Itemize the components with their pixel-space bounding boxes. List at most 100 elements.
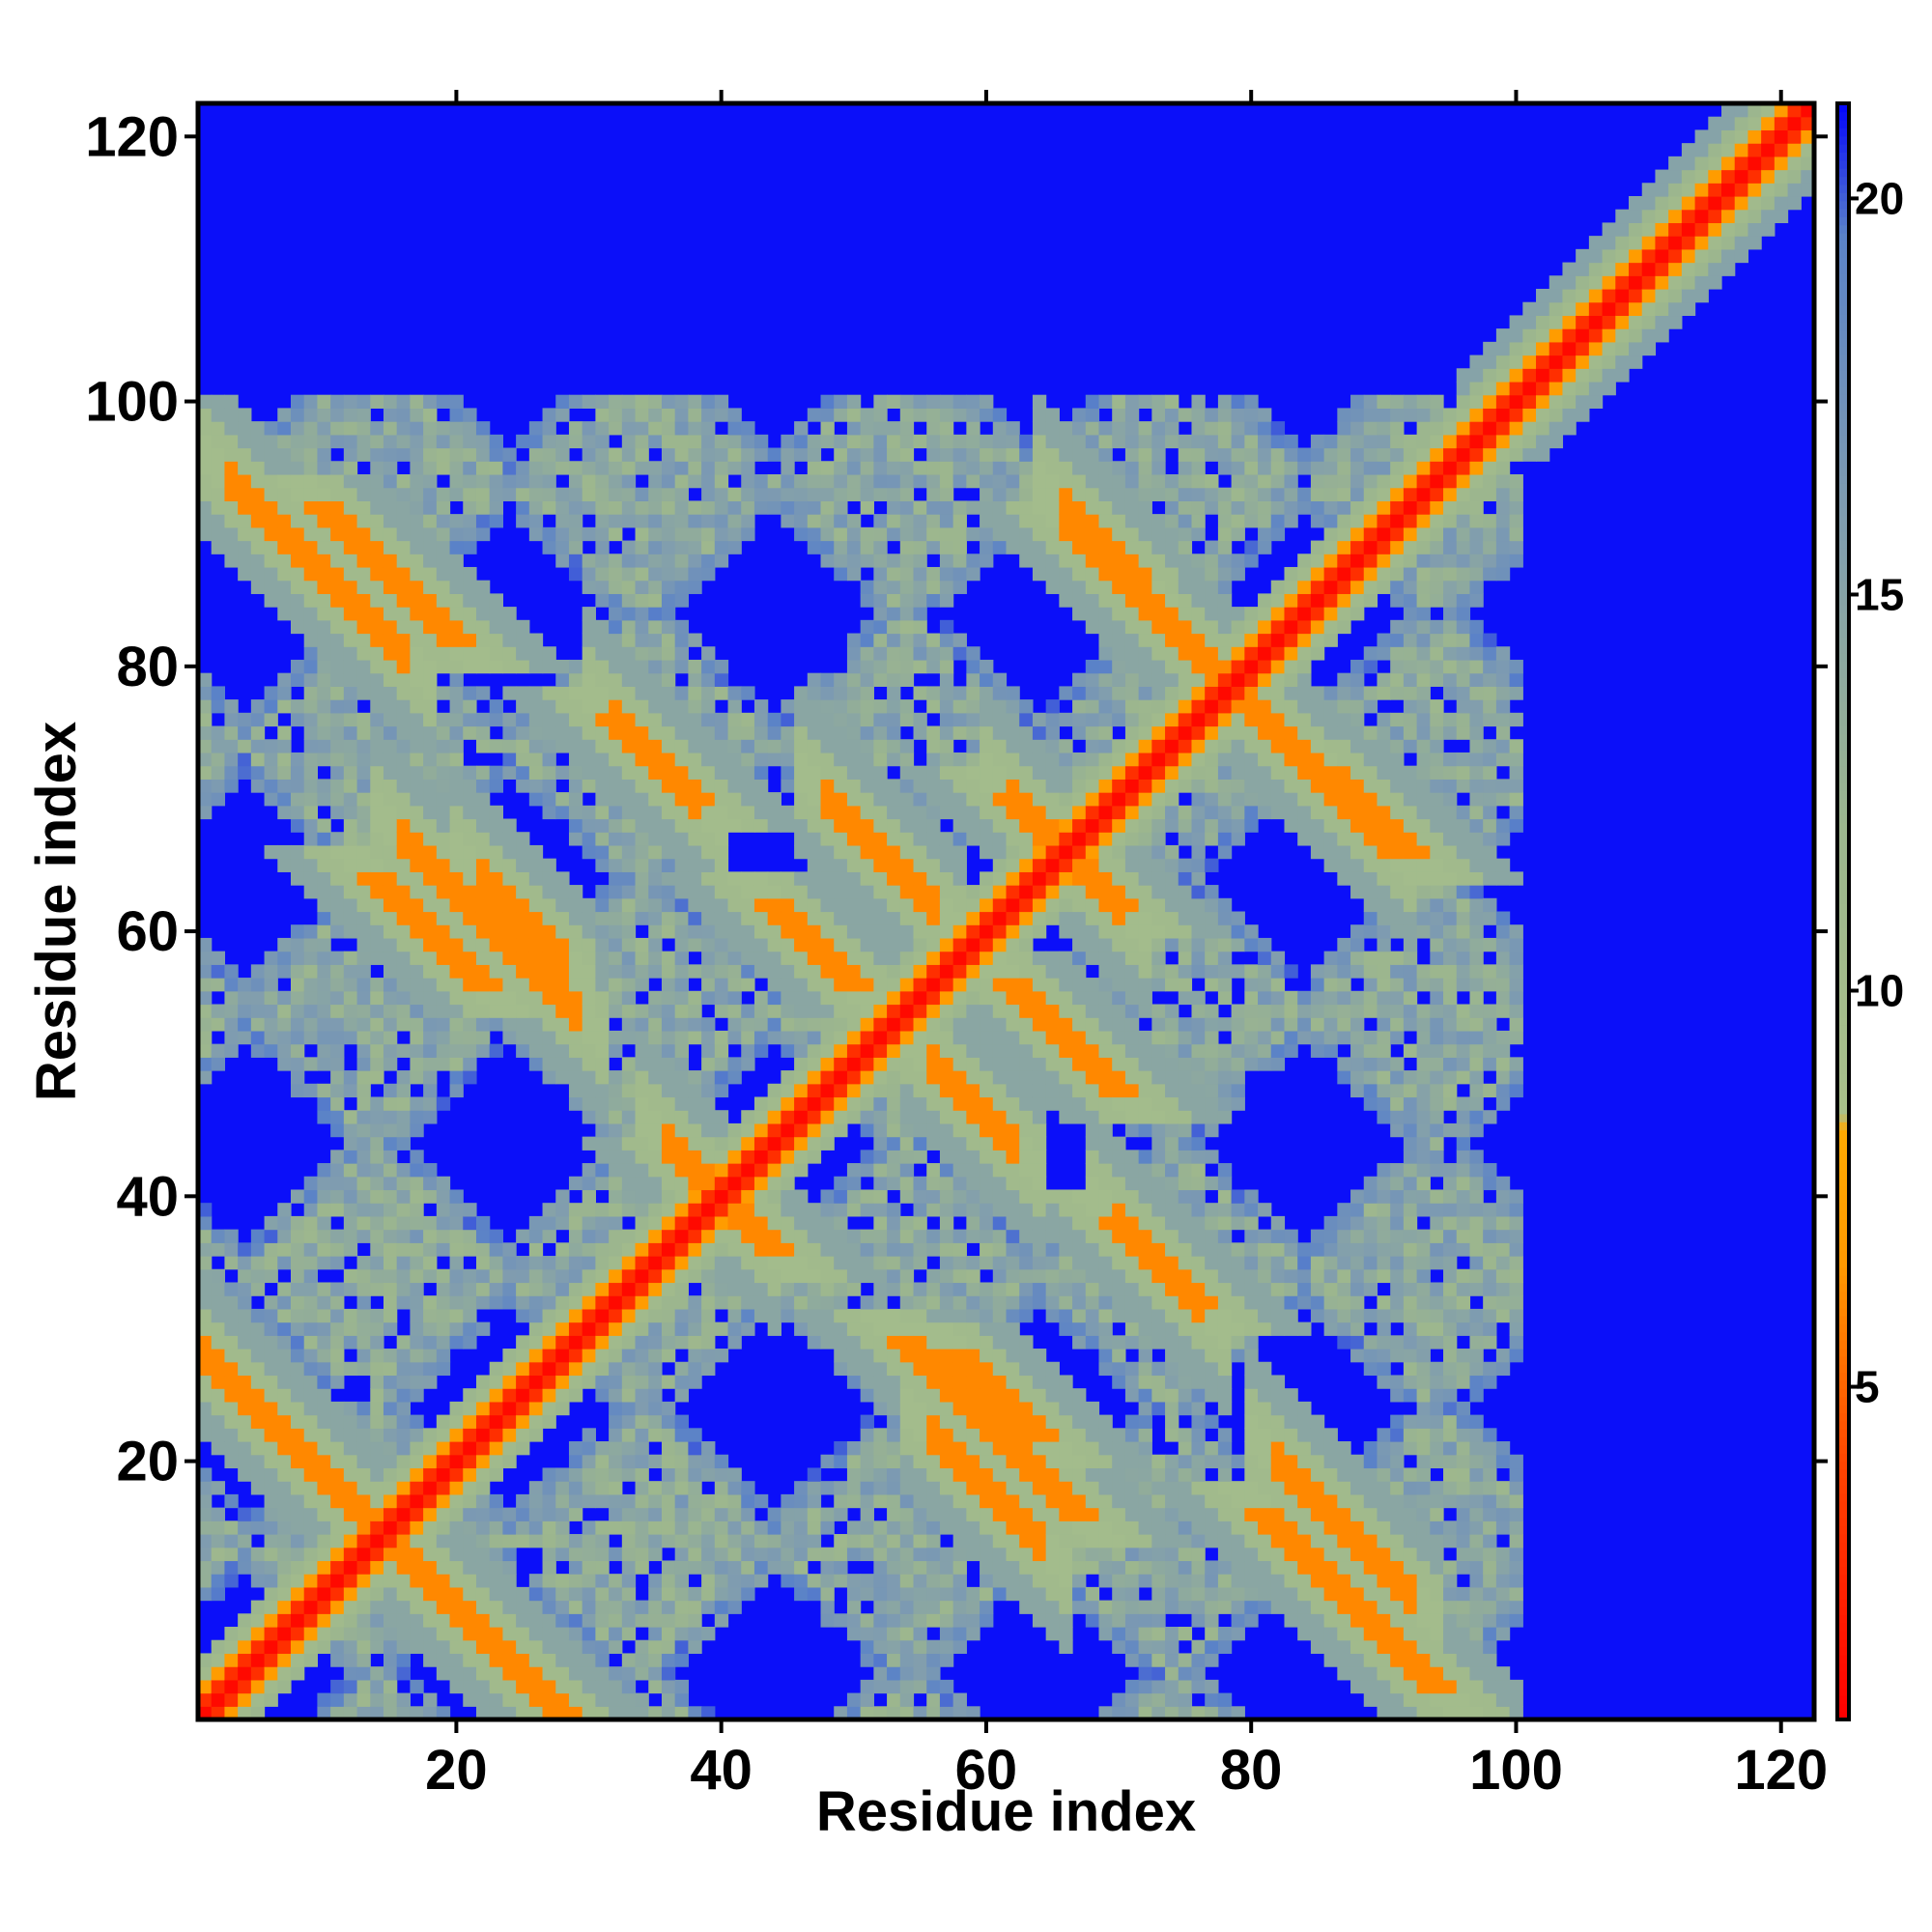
heatmap-cell (1019, 832, 1034, 846)
heatmap-cell (502, 885, 517, 899)
heatmap-cell (674, 725, 689, 740)
heatmap-cell (648, 1176, 663, 1191)
heatmap-cell (648, 526, 663, 542)
heatmap-cell (887, 686, 901, 700)
heatmap-cell (1006, 1441, 1020, 1456)
heatmap-cell (330, 1600, 345, 1614)
heatmap-cell (211, 1361, 226, 1377)
heatmap-cell (343, 1136, 358, 1151)
heatmap-cell (396, 1163, 412, 1178)
heatmap-cell (463, 818, 477, 833)
heatmap-cell (820, 752, 835, 767)
heatmap-cell (661, 686, 676, 700)
heatmap-cell (887, 1361, 901, 1377)
heatmap-cell (873, 1679, 888, 1694)
heatmap-cell (555, 1030, 570, 1045)
heatmap-cell (609, 1454, 623, 1469)
heatmap-cell (396, 897, 412, 913)
heatmap-cell (224, 1375, 239, 1389)
heatmap-cell (516, 885, 530, 899)
heatmap-cell (661, 792, 676, 807)
heatmap-cell (277, 964, 292, 979)
heatmap-cell (609, 951, 623, 965)
heatmap-cell (648, 1493, 663, 1509)
heatmap-cell (198, 1375, 213, 1389)
heatmap-cell (887, 1534, 901, 1548)
heatmap-cell (794, 990, 809, 1006)
heatmap-cell (383, 593, 398, 608)
heatmap-cell (475, 924, 491, 939)
heatmap-cell (423, 1692, 438, 1707)
heatmap-cell (674, 1176, 689, 1191)
heatmap-cell (303, 1574, 319, 1588)
heatmap-cell (701, 646, 716, 661)
heatmap-cell (436, 779, 451, 793)
heatmap-cell (992, 500, 1008, 515)
heatmap-cell (264, 1441, 278, 1456)
heatmap-cell (475, 1004, 491, 1018)
heatmap-cell (807, 1057, 822, 1071)
heatmap-cell (436, 937, 451, 952)
heatmap-cell (383, 1136, 398, 1151)
heatmap-cell (330, 1401, 345, 1416)
heatmap-cell (873, 1110, 888, 1124)
heatmap-cell (609, 646, 623, 661)
heatmap-cell (873, 1189, 888, 1204)
heatmap-cell (317, 1256, 331, 1270)
heatmap-cell (356, 607, 371, 621)
heatmap-cell (463, 1441, 477, 1456)
heatmap-cell (741, 1574, 755, 1588)
heatmap-cell (595, 832, 610, 846)
heatmap-cell (820, 885, 835, 899)
heatmap-cell (939, 871, 954, 886)
heatmap-cell (568, 805, 583, 820)
heatmap-cell (781, 1070, 795, 1085)
heatmap-cell (873, 1308, 888, 1323)
heatmap-cell (688, 1136, 702, 1151)
heatmap-cell (595, 1493, 610, 1509)
heatmap-cell (582, 1493, 596, 1509)
heatmap-cell (899, 1229, 915, 1243)
heatmap-cell (648, 1679, 663, 1694)
heatmap-cell (463, 712, 477, 727)
heatmap-cell (303, 540, 319, 554)
heatmap-cell (410, 1388, 424, 1403)
heatmap-cell (794, 1203, 809, 1217)
heatmap-cell (688, 1547, 702, 1562)
heatmap-cell (701, 699, 716, 714)
heatmap-cell (741, 712, 755, 727)
heatmap-cell (913, 1481, 927, 1495)
heatmap-cell (873, 646, 888, 661)
heatmap-cell (423, 672, 438, 687)
heatmap-cell (674, 1507, 689, 1521)
heatmap-cell (1019, 1096, 1034, 1111)
heatmap-cell (264, 1481, 278, 1495)
heatmap-cell (926, 1520, 941, 1535)
heatmap-cell (489, 1560, 503, 1575)
heatmap-cell (714, 978, 729, 992)
heatmap-cell (410, 633, 424, 647)
heatmap-cell (1019, 1004, 1034, 1018)
heatmap-cell (992, 752, 1008, 767)
heatmap-cell (741, 1295, 755, 1310)
heatmap-cell (542, 805, 556, 820)
heatmap-cell (714, 1507, 729, 1521)
heatmap-cell (860, 646, 874, 661)
heatmap-cell (794, 937, 809, 952)
heatmap-cell (330, 1627, 345, 1641)
heatmap-cell (1006, 911, 1020, 925)
heatmap-cell (661, 832, 676, 846)
heatmap-cell (1006, 1176, 1020, 1191)
heatmap-cell (1006, 951, 1020, 965)
heatmap-cell (980, 1136, 994, 1151)
heatmap-cell (423, 1428, 438, 1442)
heatmap-cell (727, 739, 742, 753)
heatmap-cell (1006, 1414, 1020, 1429)
heatmap-cell (635, 1639, 649, 1655)
heatmap-cell (648, 1613, 663, 1628)
heatmap-cell (303, 1176, 319, 1191)
heatmap-cell (343, 1335, 358, 1350)
heatmap-cell (939, 1163, 954, 1178)
heatmap-cell (966, 447, 980, 462)
heatmap-cell (383, 1653, 398, 1667)
